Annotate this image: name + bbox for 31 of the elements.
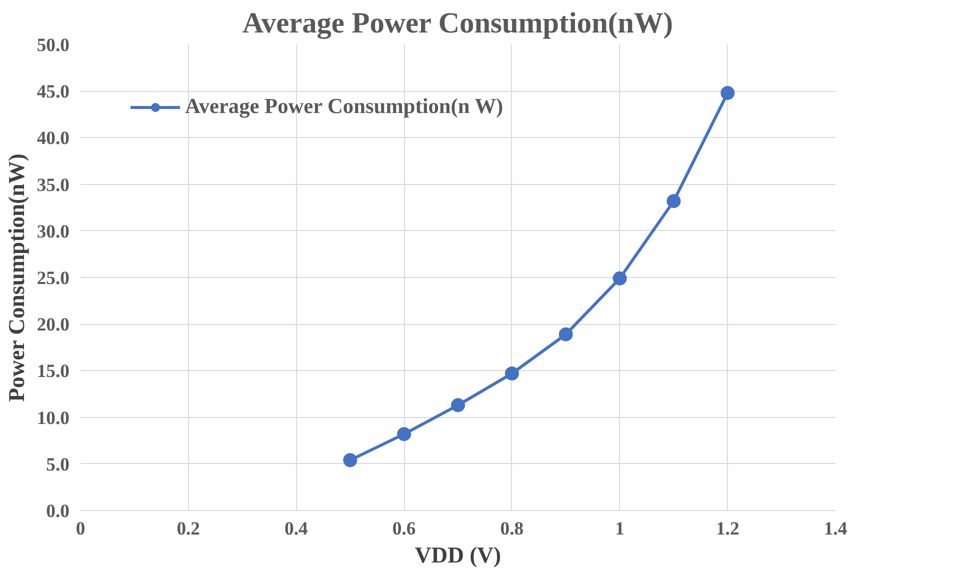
y-tick-label: 45.0: [36, 82, 70, 103]
y-axis-title: Power Consumption(nW): [4, 154, 29, 402]
y-tick-label: 5.0: [46, 454, 70, 476]
x-axis-title: VDD (V): [414, 542, 502, 568]
point: [343, 453, 358, 468]
x-tick-label: 0: [76, 518, 86, 540]
y-tick-label: 0.0: [46, 501, 70, 522]
point: [504, 366, 519, 380]
x-tick-label: 0.2: [176, 518, 200, 540]
y-tick-label: 20.0: [36, 314, 70, 336]
y-tick-label: 50.0: [36, 35, 70, 56]
point: [666, 194, 681, 208]
legend-label: Average Power Consumption(n W): [185, 94, 504, 119]
x-tick-label: 0.6: [392, 518, 416, 540]
x-tick-label: 1.2: [716, 518, 740, 540]
y-tick-label: 30.0: [36, 221, 70, 242]
chart-title: Average Power Consumption(nW): [242, 8, 674, 40]
y-tick-label: 25.0: [36, 268, 70, 289]
y-tick-label: 15.0: [36, 361, 70, 382]
y-tick-label: 40.0: [36, 128, 70, 150]
point: [720, 86, 735, 100]
point: [558, 327, 573, 342]
y-tick-label: 35.0: [36, 174, 70, 196]
x-tick-label: 0.8: [500, 518, 524, 540]
x-tick-label: 0.4: [284, 518, 308, 540]
point: [397, 427, 412, 442]
x-tick-label: 1: [615, 518, 624, 540]
x-tick-label: 1.4: [824, 518, 848, 540]
point: [612, 271, 627, 286]
point: [451, 398, 465, 412]
y-tick-label: 10.0: [36, 408, 70, 429]
